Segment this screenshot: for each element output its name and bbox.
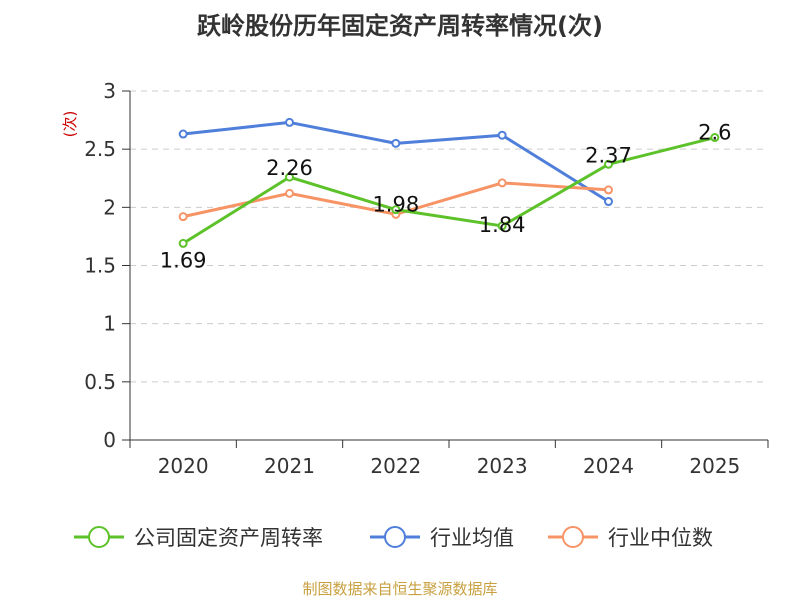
legend-item[interactable]: 行业均值: [370, 526, 514, 550]
grid-lines: [130, 90, 768, 383]
data-label: 2.37: [585, 143, 632, 167]
source-note: 制图数据来自恒生聚源数据库: [302, 580, 498, 598]
y-axis-unit-label: (次): [61, 111, 79, 138]
series-line: [182, 136, 716, 245]
legend-label: 行业中位数: [608, 526, 713, 550]
axes: 0 0.5 1 1.5 2 2.5 3 2020 2021 2022 2023 2024 2025: [84, 79, 769, 478]
chart-title: 跃岭股份历年固定资产周转率情况(次): [197, 12, 603, 40]
data-point[interactable]: [604, 197, 613, 207]
data-label: 2.6: [698, 121, 731, 145]
data-point[interactable]: [497, 130, 507, 140]
data-point[interactable]: [178, 129, 188, 139]
y-tick-label: 2.5: [84, 137, 116, 161]
legend-marker: [88, 526, 110, 548]
data-point[interactable]: [285, 117, 294, 127]
data-label: 1.84: [479, 213, 526, 237]
data-point[interactable]: [178, 212, 188, 222]
data-point[interactable]: [178, 238, 188, 248]
legend[interactable]: 公司固定资产周转率 行业均值 行业中位数: [74, 526, 713, 550]
data-point[interactable]: [285, 188, 294, 198]
y-tick-label: 1.5: [84, 254, 116, 278]
data-label: 2.26: [266, 156, 313, 180]
y-tick-label: 0: [103, 428, 116, 452]
x-tick-label: 2020: [158, 454, 209, 478]
y-tick-label: 3: [103, 79, 116, 103]
legend-item[interactable]: 公司固定资产周转率: [74, 526, 323, 550]
data-labels: 1.69 2.26 1.98 1.84 2.37 2.6: [160, 121, 732, 273]
y-tick-label: 2: [103, 195, 116, 219]
x-tick-label: 2025: [689, 454, 740, 478]
series-line: [183, 120, 610, 203]
data-point[interactable]: [391, 138, 401, 148]
data-point[interactable]: [604, 159, 613, 169]
legend-marker: [562, 526, 584, 548]
legend-label: 公司固定资产周转率: [134, 526, 323, 550]
x-tick-label: 2023: [477, 454, 528, 478]
series-lines: [178, 117, 720, 248]
y-tick-label: 0.5: [84, 370, 116, 394]
x-tick-label: 2022: [370, 454, 421, 478]
legend-item[interactable]: 行业中位数: [548, 526, 713, 550]
data-label: 1.69: [160, 248, 207, 272]
data-label: 1.98: [372, 193, 419, 217]
x-tick-label: 2021: [264, 454, 315, 478]
x-tick-label: 2024: [583, 454, 634, 478]
legend-marker: [384, 526, 406, 548]
data-point[interactable]: [391, 205, 401, 215]
legend-label: 行业均值: [430, 526, 514, 550]
data-point[interactable]: [710, 133, 720, 143]
data-point[interactable]: [285, 172, 294, 182]
y-tick-label: 1: [103, 312, 116, 336]
data-point[interactable]: [497, 178, 507, 188]
data-point[interactable]: [604, 185, 613, 195]
data-point[interactable]: [497, 221, 507, 231]
